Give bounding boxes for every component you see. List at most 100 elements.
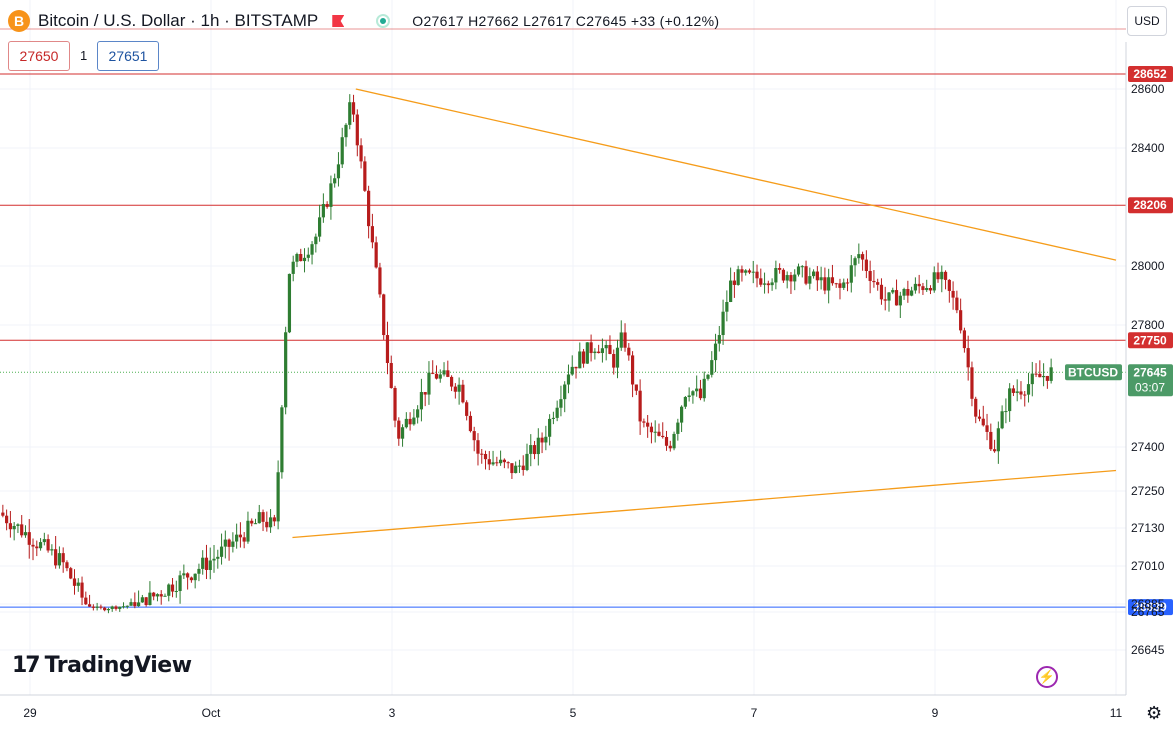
gear-icon[interactable]: ⚙ — [1146, 703, 1163, 723]
bid-price-button[interactable]: 27650 — [8, 41, 70, 71]
candle-body — [103, 607, 107, 611]
candle-body — [318, 217, 322, 237]
candle-body — [5, 515, 9, 524]
candle-body — [623, 332, 627, 348]
candle-body — [664, 436, 669, 446]
candle-body — [314, 236, 318, 245]
currency-selector[interactable]: USD — [1127, 6, 1167, 36]
candle-body — [589, 342, 593, 354]
candle-body — [883, 299, 887, 301]
candle-body — [894, 290, 899, 306]
candle-body — [638, 390, 642, 422]
candle-body — [106, 608, 111, 611]
candle-body — [566, 374, 571, 385]
candle-body — [476, 440, 480, 454]
candle-body — [333, 178, 337, 184]
candle-body — [431, 372, 435, 374]
y-tick-label: 28400 — [1131, 141, 1165, 155]
y-tick-label: 26885 — [1131, 597, 1165, 611]
candle-body — [759, 278, 763, 285]
candle-body — [1034, 373, 1038, 375]
candle-body — [932, 272, 936, 291]
candle-body — [16, 524, 20, 526]
candle-body — [842, 282, 846, 288]
candle-body — [344, 124, 348, 138]
candle-body — [363, 161, 367, 191]
candle-body — [359, 145, 363, 162]
y-tick-label: 27400 — [1131, 440, 1165, 454]
candle-body — [499, 459, 503, 464]
candle-body — [472, 431, 476, 441]
level-tag-label: 26839 — [1133, 600, 1167, 614]
candle-body — [201, 557, 205, 569]
candle-body — [819, 277, 823, 281]
candle-body — [302, 257, 307, 262]
trendlines — [292, 88, 1117, 539]
flag-icon[interactable] — [332, 15, 345, 27]
candle-body — [555, 407, 559, 418]
candle-body — [936, 272, 940, 280]
candle-body — [268, 517, 273, 528]
candle-body — [306, 254, 310, 258]
candle-body — [921, 286, 925, 291]
candle-body — [170, 584, 175, 592]
candle-body — [510, 463, 514, 474]
x-tick-label: 9 — [932, 706, 939, 720]
candle-body — [235, 534, 239, 542]
candle-body — [223, 539, 227, 547]
candle-body — [118, 606, 122, 609]
level-tag-label: 28206 — [1133, 198, 1167, 212]
candle-body — [928, 288, 933, 291]
candle-body — [284, 332, 288, 408]
candle-body — [434, 373, 439, 379]
candle-body — [453, 386, 457, 392]
candle-body — [778, 267, 782, 270]
candle-body — [532, 445, 537, 455]
candle-body — [887, 292, 891, 301]
level-tag — [1128, 197, 1173, 214]
candle-body — [54, 549, 58, 566]
candle-body — [72, 578, 77, 586]
ask-price-button[interactable]: 27651 — [97, 41, 159, 71]
candle-body — [84, 597, 88, 605]
x-tick-label: 5 — [570, 706, 577, 720]
candle-body — [615, 347, 620, 368]
candle-body — [382, 294, 386, 336]
last-price-tag — [1128, 364, 1173, 397]
candle-body — [702, 378, 706, 399]
bitcoin-icon[interactable]: B — [8, 10, 30, 32]
trendline — [355, 88, 1117, 261]
symbol-title[interactable]: Bitcoin / U.S. Dollar · 1h · BITSTAMP — [38, 11, 319, 30]
candle-body — [408, 418, 412, 425]
candle-body — [1030, 373, 1034, 385]
candle-body — [91, 606, 95, 608]
candle-body — [845, 282, 850, 284]
candle-body — [597, 351, 601, 354]
y-tick-label: 27250 — [1131, 484, 1165, 498]
candle-body — [672, 433, 676, 449]
spread-value: 1 — [80, 48, 88, 63]
candle-body — [861, 254, 865, 260]
candle-body — [310, 244, 314, 255]
candle-body — [551, 417, 555, 419]
candle-body — [397, 420, 401, 439]
candle-body — [891, 290, 895, 293]
candle-body — [137, 602, 141, 607]
candle-body — [981, 418, 985, 426]
lightning-icon[interactable]: ⚡ — [1036, 666, 1058, 688]
candle-body — [87, 604, 92, 607]
candle-body — [830, 277, 835, 284]
candle-body — [129, 602, 133, 606]
candle-body — [634, 384, 638, 391]
candle-body — [959, 310, 963, 331]
candle-body — [653, 431, 657, 433]
candle-body — [1045, 375, 1049, 381]
candle-body — [804, 266, 808, 284]
candle-body — [683, 396, 687, 407]
candle-body — [389, 363, 393, 388]
candle-body — [144, 597, 148, 606]
candle-body — [925, 288, 929, 291]
candle-body — [197, 568, 201, 574]
candle-body — [468, 415, 473, 432]
